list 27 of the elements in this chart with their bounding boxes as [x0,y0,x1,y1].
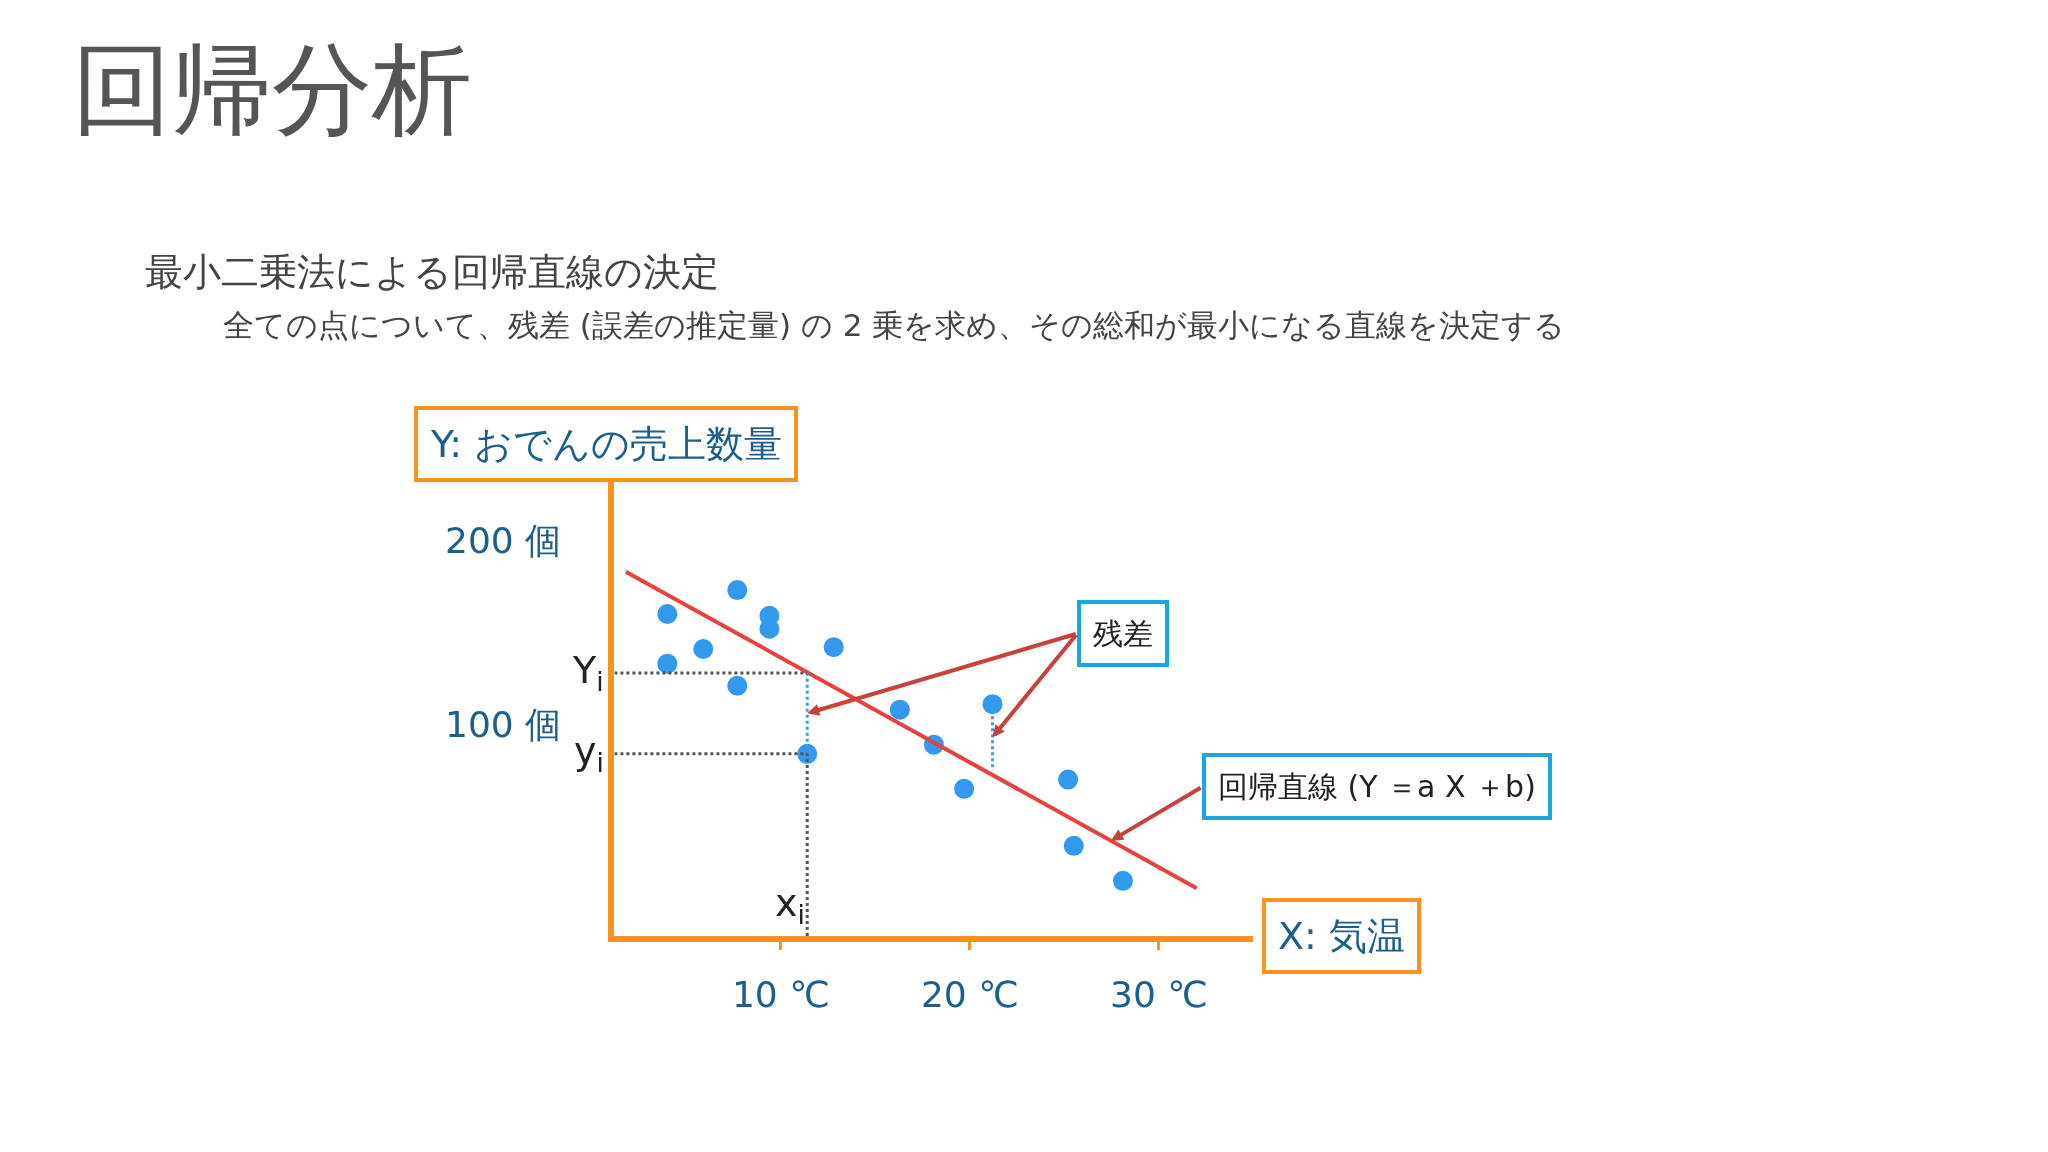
point [982,694,1003,715]
x-tick-label: 10 ℃ [731,974,830,1016]
y-tick-label: 200 個 [445,520,562,562]
text: 全ての点について、残差 (誤差の推定量) の 2 乗を求め、その総和が最小になる直線を決定する [223,307,1566,343]
x-tick-label: 30 ℃ [1110,974,1208,1016]
point [1112,870,1133,891]
ref-line-label: y$_{i}$ [574,729,604,778]
point [954,778,975,799]
point [693,638,714,659]
x-tick-label: 20 ℃ [920,974,1019,1016]
point [1063,835,1084,856]
point [727,675,748,696]
point [1058,769,1079,790]
annotation: 残差 [1093,616,1153,651]
chart-subtitle: 最小二乗法による回帰直線の決定 [145,250,719,294]
point [727,580,748,601]
point [657,653,678,674]
chart-title: 回帰分析 [72,31,472,148]
ref-line-label: x$_{i}$ [775,881,805,930]
x-axis-title: X: 気温 [1278,914,1405,958]
y-axis-title: Y: おでんの売上数量 [430,422,783,466]
ref-line-label: Y$_{i}$ [572,648,604,697]
point [823,637,844,658]
point [657,604,678,625]
y-tick-label: 100 個 [445,704,562,746]
point [889,699,910,720]
annotation: 回帰直線 (Y ＝a X ＋b) [1218,769,1536,804]
